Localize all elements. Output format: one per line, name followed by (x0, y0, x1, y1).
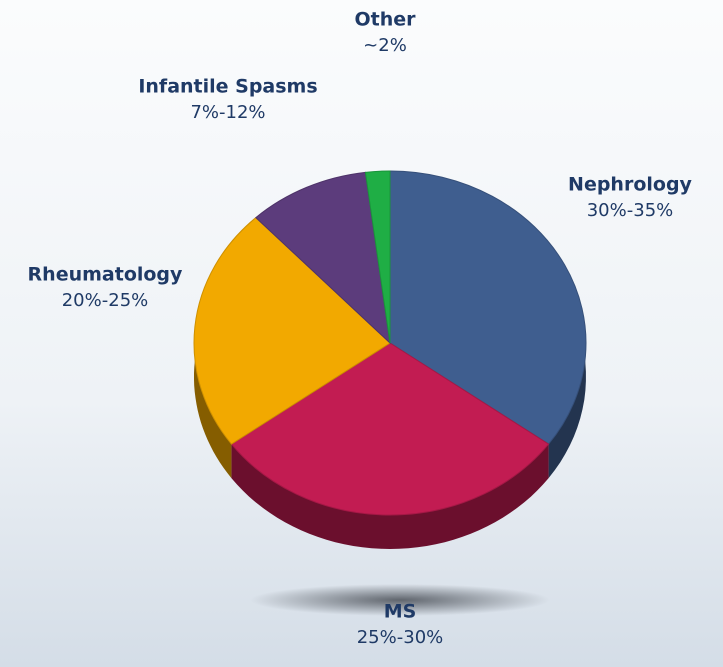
slice-label: MS (384, 601, 417, 623)
slice-value-label: 30%-35% (587, 200, 674, 221)
slice-label: Rheumatology (28, 264, 183, 286)
shadow (250, 584, 550, 616)
slice (230, 342, 550, 516)
slice-label: Infantile Spasms (138, 76, 317, 98)
slice-value-label: 7%-12% (190, 102, 265, 123)
slice (364, 170, 391, 344)
pie (193, 170, 587, 549)
slice-label: Nephrology (568, 174, 693, 196)
slice (255, 171, 391, 345)
slice (193, 216, 391, 445)
slice-label: Other (354, 9, 416, 31)
slice-value-label: 25%-30% (357, 627, 444, 648)
slice-value-label: ~2% (363, 35, 407, 56)
labels: Nephrology 30%-35% MS 25%-30% Rheumatology 20… (28, 9, 693, 649)
slice-side (231, 444, 549, 549)
slice-value-label: 20%-25% (62, 290, 149, 311)
slice (389, 170, 587, 445)
